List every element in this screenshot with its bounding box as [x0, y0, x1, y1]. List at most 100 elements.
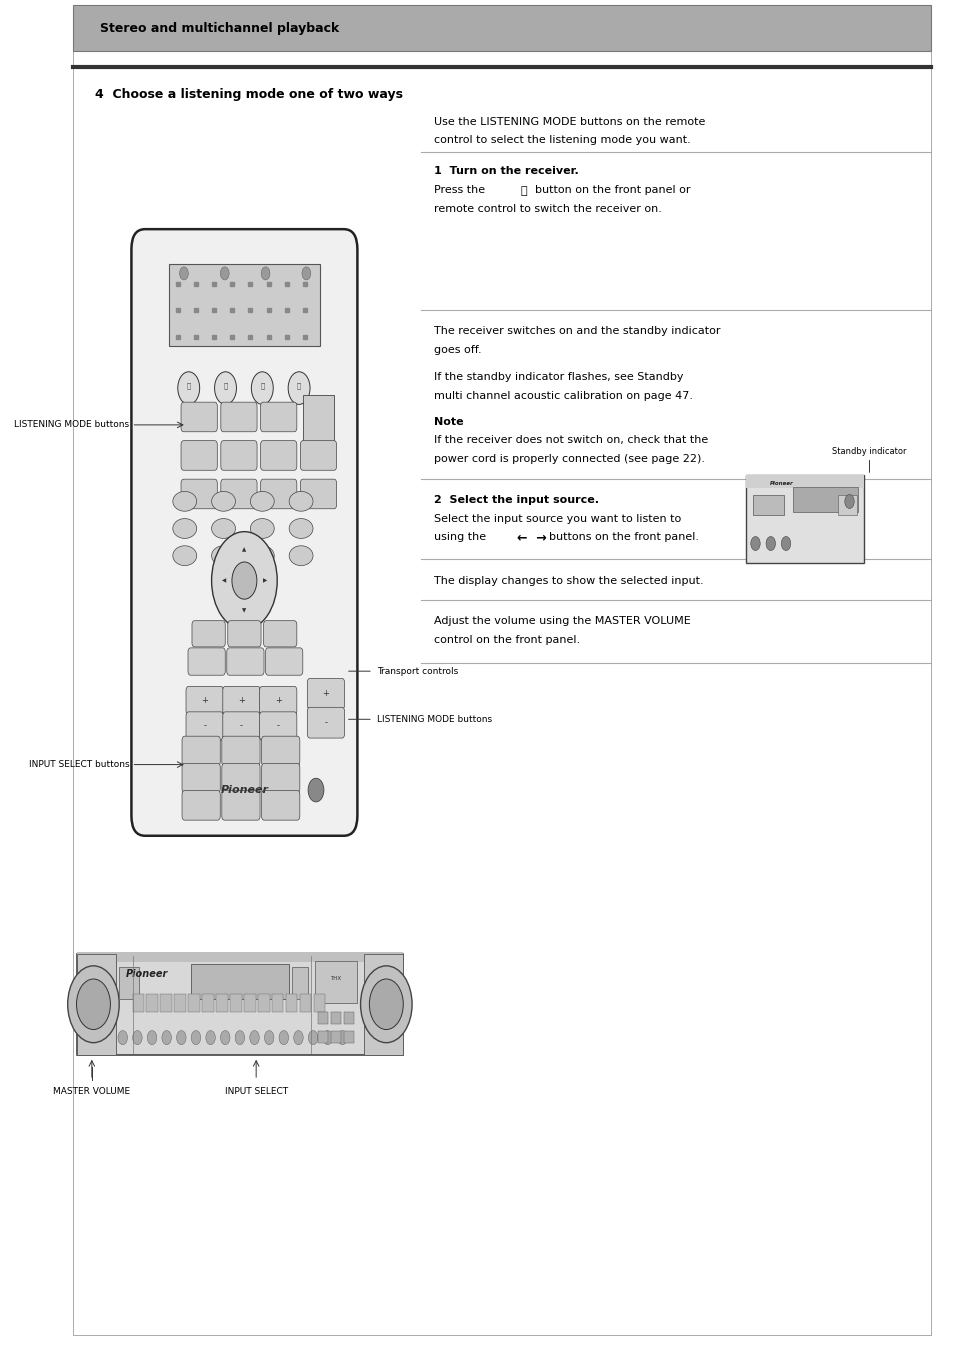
Text: using the: using the — [434, 532, 486, 542]
Circle shape — [118, 1030, 128, 1045]
Text: INPUT SELECT: INPUT SELECT — [224, 1086, 288, 1096]
FancyBboxPatch shape — [181, 479, 217, 508]
Circle shape — [212, 531, 277, 630]
Bar — [837, 495, 856, 515]
FancyBboxPatch shape — [259, 686, 296, 714]
Circle shape — [302, 267, 311, 280]
Text: control on the front panel.: control on the front panel. — [434, 635, 579, 644]
Bar — [344, 1030, 355, 1043]
Circle shape — [176, 1030, 186, 1045]
Text: -: - — [203, 721, 206, 731]
Circle shape — [844, 495, 853, 508]
Text: LISTENING MODE buttons: LISTENING MODE buttons — [377, 714, 492, 724]
Bar — [169, 263, 319, 345]
FancyBboxPatch shape — [261, 790, 299, 820]
Text: multi channel acoustic calibration on page 47.: multi channel acoustic calibration on pa… — [434, 391, 693, 400]
FancyBboxPatch shape — [188, 648, 225, 675]
Circle shape — [369, 979, 403, 1030]
Text: Pioneer: Pioneer — [769, 481, 793, 487]
FancyBboxPatch shape — [181, 402, 217, 431]
Ellipse shape — [172, 492, 196, 511]
Circle shape — [234, 1030, 244, 1045]
Bar — [273, 995, 283, 1012]
Bar — [244, 995, 255, 1012]
Bar — [147, 995, 157, 1012]
Bar — [752, 495, 782, 515]
Circle shape — [232, 562, 256, 599]
Text: +: + — [322, 689, 329, 698]
Text: Pioneer: Pioneer — [126, 969, 168, 979]
Circle shape — [337, 1030, 347, 1045]
Bar — [191, 964, 289, 999]
Text: Adjust the volume using the MASTER VOLUME: Adjust the volume using the MASTER VOLUM… — [434, 616, 690, 625]
FancyBboxPatch shape — [227, 648, 264, 675]
Text: +: + — [274, 696, 281, 705]
Text: -: - — [324, 718, 327, 727]
Text: If the receiver does not switch on, check that the: If the receiver does not switch on, chec… — [434, 435, 708, 445]
Text: 4  Choose a listening mode one of two ways: 4 Choose a listening mode one of two way… — [95, 88, 403, 101]
FancyBboxPatch shape — [223, 686, 260, 714]
Circle shape — [308, 1030, 317, 1045]
Text: ▲: ▲ — [242, 547, 246, 553]
FancyBboxPatch shape — [186, 686, 223, 714]
Circle shape — [147, 1030, 156, 1045]
Text: MASTER VOLUME: MASTER VOLUME — [53, 1086, 131, 1096]
Text: ▶: ▶ — [262, 578, 267, 584]
FancyBboxPatch shape — [222, 763, 260, 793]
Bar — [331, 1012, 341, 1024]
Ellipse shape — [250, 519, 274, 538]
FancyBboxPatch shape — [220, 402, 256, 431]
FancyBboxPatch shape — [228, 620, 261, 647]
FancyBboxPatch shape — [182, 736, 220, 766]
Text: The receiver switches on and the standby indicator: The receiver switches on and the standby… — [434, 326, 720, 336]
Bar — [77, 954, 402, 1054]
Bar — [286, 995, 297, 1012]
Bar — [132, 995, 143, 1012]
Text: 2  Select the input source.: 2 Select the input source. — [434, 495, 598, 504]
FancyBboxPatch shape — [263, 620, 296, 647]
FancyBboxPatch shape — [223, 712, 260, 740]
Text: ⏻: ⏻ — [260, 383, 264, 390]
Bar — [314, 961, 356, 1003]
Text: Stereo and multichannel playback: Stereo and multichannel playback — [100, 22, 338, 35]
FancyBboxPatch shape — [260, 479, 296, 508]
Text: power cord is properly connected (see page 22).: power cord is properly connected (see pa… — [434, 454, 704, 464]
Bar — [258, 995, 269, 1012]
Text: ▼: ▼ — [242, 608, 246, 613]
Ellipse shape — [212, 519, 235, 538]
FancyBboxPatch shape — [261, 763, 299, 793]
Circle shape — [220, 1030, 230, 1045]
FancyBboxPatch shape — [261, 736, 299, 766]
Bar — [202, 995, 213, 1012]
Ellipse shape — [250, 492, 274, 511]
Text: control to select the listening mode you want.: control to select the listening mode you… — [434, 135, 690, 144]
Bar — [72, 5, 930, 51]
FancyBboxPatch shape — [182, 790, 220, 820]
Text: ◀: ◀ — [222, 578, 226, 584]
Text: THX: THX — [330, 976, 341, 981]
Circle shape — [323, 1030, 333, 1045]
FancyBboxPatch shape — [182, 763, 220, 793]
Circle shape — [308, 778, 324, 802]
Text: LISTENING MODE buttons: LISTENING MODE buttons — [14, 421, 130, 430]
Circle shape — [264, 1030, 274, 1045]
Text: -: - — [239, 721, 243, 731]
Bar — [331, 1030, 341, 1043]
Text: ⏻: ⏻ — [223, 383, 228, 390]
Text: +: + — [237, 696, 245, 705]
FancyBboxPatch shape — [220, 479, 256, 508]
Bar — [317, 1030, 328, 1043]
Circle shape — [206, 1030, 215, 1045]
Circle shape — [750, 537, 760, 550]
Circle shape — [261, 267, 270, 280]
Circle shape — [279, 1030, 288, 1045]
Circle shape — [288, 372, 310, 404]
Bar — [189, 995, 199, 1012]
Circle shape — [251, 372, 273, 404]
Circle shape — [162, 1030, 172, 1045]
FancyBboxPatch shape — [300, 441, 336, 470]
Bar — [119, 967, 139, 999]
Text: remote control to switch the receiver on.: remote control to switch the receiver on… — [434, 204, 661, 213]
Text: ⏻: ⏻ — [187, 383, 191, 390]
Bar — [314, 995, 325, 1012]
